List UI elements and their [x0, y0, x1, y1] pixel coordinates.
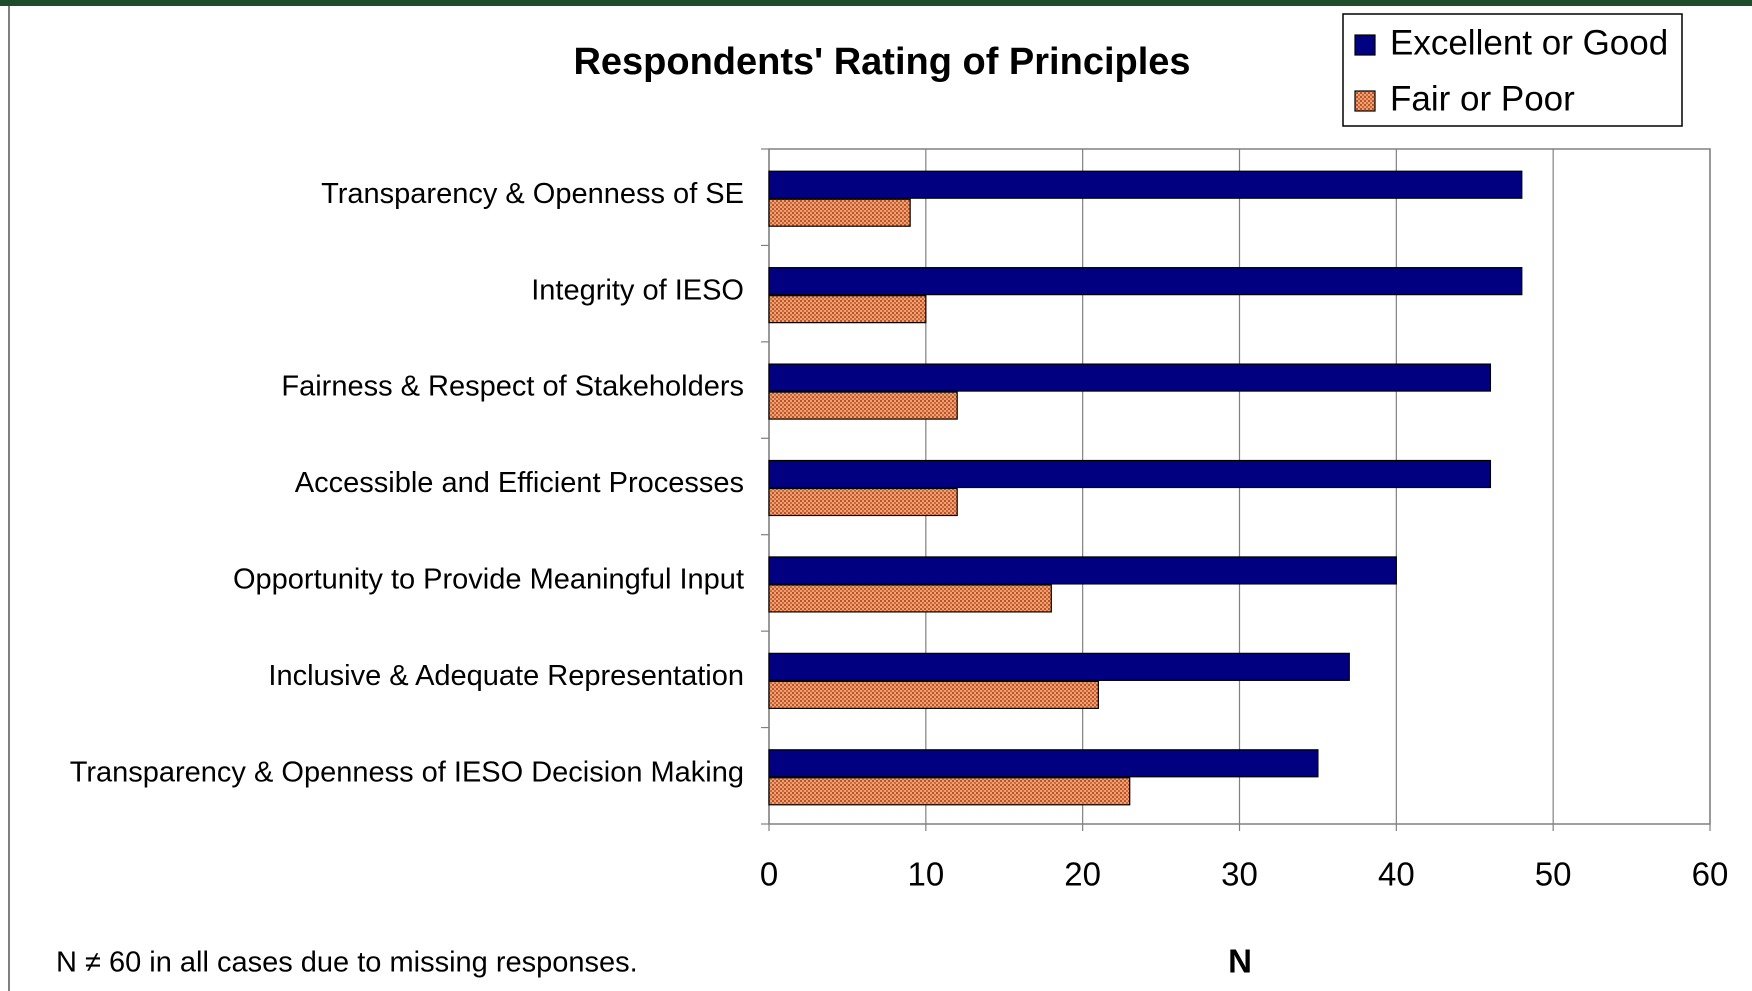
- y-tick-label: Transparency & Openness of SE: [321, 178, 744, 210]
- legend-label: Excellent or Good: [1390, 23, 1668, 62]
- legend-swatch: [1354, 90, 1376, 112]
- bar: [768, 295, 927, 324]
- y-tick-label: Transparency & Openness of IESO Decision…: [70, 756, 744, 788]
- bar: [768, 487, 958, 517]
- bar: [768, 556, 1397, 585]
- bar: [768, 391, 958, 420]
- y-tick-label: Fairness & Respect of Stakeholders: [281, 371, 744, 403]
- bar: [768, 170, 1523, 199]
- top-border: [0, 0, 1752, 6]
- y-tick-label: Inclusive & Adequate Representation: [268, 660, 744, 692]
- y-tick-label: Opportunity to Provide Meaningful Input: [233, 564, 744, 596]
- bar: [768, 198, 911, 227]
- legend: [1342, 13, 1683, 127]
- legend-swatch: [1354, 34, 1376, 56]
- x-tick-label: 40: [1378, 856, 1415, 893]
- chart-title: Respondents' Rating of Principles: [573, 41, 1190, 83]
- bar: [768, 267, 1523, 296]
- bar: [768, 749, 1319, 778]
- bar: [768, 459, 1492, 489]
- x-tick-label: 20: [1064, 856, 1101, 893]
- x-tick-label: 30: [1221, 856, 1258, 893]
- bar: [768, 652, 1350, 681]
- x-tick-label: 10: [907, 856, 944, 893]
- bar: [768, 363, 1492, 392]
- bar: [768, 777, 1131, 806]
- bar: [768, 584, 1052, 613]
- note: N ≠ 60 in all cases due to missing respo…: [56, 947, 638, 979]
- y-tick-label: Integrity of IESO: [531, 274, 744, 306]
- y-tick-label: Accessible and Efficient Processes: [295, 467, 744, 499]
- x-axis-label: N: [1228, 943, 1252, 980]
- x-tick-label: 50: [1535, 856, 1572, 893]
- x-tick-label: 60: [1692, 856, 1729, 893]
- legend-label: Fair or Poor: [1390, 79, 1575, 118]
- x-tick-label: 0: [760, 856, 778, 893]
- bar: [768, 680, 1099, 709]
